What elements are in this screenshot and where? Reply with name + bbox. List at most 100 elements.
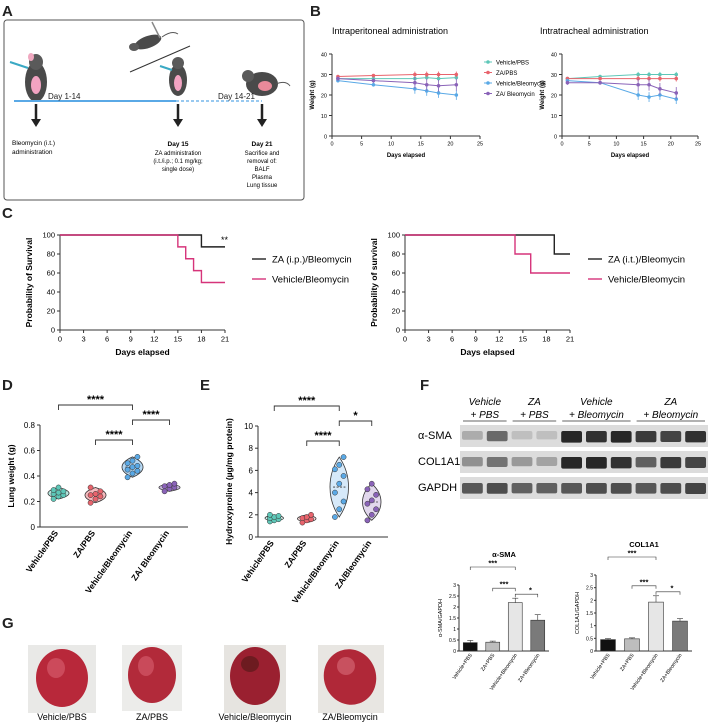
y-tick-label: 3 <box>453 583 456 589</box>
blot-strip <box>460 451 708 473</box>
panel-a-timeline: Day 1-14 Day 14-21 Day 15 Day 21 Bleomyc… <box>3 19 305 201</box>
y-tick-label: 10 <box>551 114 557 120</box>
x-tick-label: 9 <box>129 335 133 344</box>
blot-group-label: ZA <box>663 397 677 408</box>
note-sac-5: Lung tissue <box>247 183 278 189</box>
bar <box>600 639 616 652</box>
y-tick-label: 0 <box>590 649 593 655</box>
data-point <box>55 484 62 491</box>
mouse-icon-2 <box>129 21 179 51</box>
data-point <box>364 500 371 507</box>
data-point <box>373 506 379 513</box>
legend-b: Vehicle/PBS ZA/PBS Vehicle/Bleomycin ZA/ Bl… <box>484 60 545 98</box>
data-point <box>454 75 459 80</box>
data-point <box>97 488 104 495</box>
category-label: Vehicle+PBS <box>589 652 612 681</box>
y-tick-label: 60 <box>392 269 400 278</box>
data-point <box>60 488 67 495</box>
blot-band <box>660 457 682 469</box>
chart-title: Intraperitoneal administration <box>332 26 448 36</box>
data-point <box>565 80 570 85</box>
y-tick-label: 2 <box>590 598 593 604</box>
x-axis-label: Days elapsed <box>115 347 169 357</box>
y-tick-label: 2 <box>249 511 254 520</box>
significance-bracket <box>58 404 133 410</box>
data-point <box>332 489 338 496</box>
data-point <box>161 483 168 490</box>
data-point <box>364 486 371 493</box>
significance-label: **** <box>142 409 160 421</box>
note-za-1: ZA administration <box>155 151 201 157</box>
chart-b-intraperitoneal: Intraperitoneal administration 0 10 20 30 40 0… <box>310 26 483 159</box>
y-tick-label: 60 <box>47 269 55 278</box>
category-label: ZA+PBS <box>480 652 497 672</box>
blot-band <box>462 431 483 440</box>
y-tick-label: 40 <box>392 288 400 297</box>
y-axis-label: Hydroxyproline (µg/mg protein) <box>224 418 234 545</box>
y-tick-label: 30 <box>551 73 557 79</box>
panel-label-g: G <box>2 615 14 632</box>
note-sac-1: Sacrifice and <box>245 151 280 157</box>
y-tick-label: 0 <box>453 649 456 655</box>
x-tick-label: 6 <box>450 335 454 344</box>
y-tick-label: 10 <box>321 114 327 120</box>
y-tick-label: 20 <box>551 94 557 100</box>
data-point <box>129 457 136 464</box>
category-label: ZA+Bleomycin <box>517 653 541 684</box>
blot-band <box>685 431 706 443</box>
data-point <box>55 489 62 496</box>
note-bleo-2: administration <box>12 149 53 156</box>
blot-band <box>610 483 632 494</box>
x-tick-label: 10 <box>613 142 619 148</box>
significance-bracket <box>492 587 516 592</box>
blot-row-label: COL1A1 <box>418 456 460 468</box>
data-point <box>454 82 459 87</box>
y-axis-label: Lung weight (g) <box>6 444 16 507</box>
blot-band <box>511 431 533 440</box>
panel-g-lung-photos: Vehicle/PBS ZA/PBS Vehicle/Bleomycin ZA/… <box>28 645 384 722</box>
data-point <box>424 89 429 93</box>
chart-title: COL1A1 <box>629 540 659 549</box>
significance-label: *** <box>488 559 497 568</box>
data-point <box>50 496 57 502</box>
y-tick-label: 40 <box>551 53 557 59</box>
y-tick-label: 10 <box>244 422 253 431</box>
panel-label-c: C <box>2 205 13 222</box>
blot-group-label: Vehicle <box>580 397 613 408</box>
data-point <box>436 83 441 88</box>
significance-bracket <box>132 419 170 425</box>
y-tick-label: 0.5 <box>449 638 456 644</box>
category-label: Vehicle+Bleomycin <box>630 653 660 692</box>
y-tick-label: 1 <box>590 624 593 630</box>
data-point <box>373 491 379 498</box>
significance-mark: ** <box>221 235 229 245</box>
blot-band <box>536 483 558 494</box>
legend-label: Vehicle/Bleomycin <box>608 275 685 286</box>
data-point <box>658 87 662 91</box>
blot-band <box>536 431 558 440</box>
x-tick-label: 25 <box>695 142 701 148</box>
blot-band <box>660 431 682 442</box>
data-point <box>134 454 141 460</box>
x-tick-label: 0 <box>403 335 407 344</box>
data-point <box>368 480 375 487</box>
data-point <box>413 87 417 91</box>
blot-band <box>561 431 582 443</box>
data-point <box>674 72 679 77</box>
blot-band <box>536 457 558 466</box>
blot-row-label: α-SMA <box>418 430 453 442</box>
legend-label: Vehicle/Bleomycin <box>496 81 545 87</box>
bar <box>530 619 546 652</box>
data-point <box>658 72 662 77</box>
photo-caption-1: Vehicle/PBS <box>37 712 87 722</box>
data-point <box>647 95 651 99</box>
data-point <box>674 97 679 101</box>
significance-bracket <box>655 591 681 595</box>
series-line <box>567 74 677 80</box>
bar <box>648 601 664 652</box>
data-point <box>129 464 136 470</box>
panel-label-f: F <box>420 377 429 394</box>
y-axis-label: Probability of survival <box>369 238 379 327</box>
y-tick-label: 20 <box>392 307 400 316</box>
x-tick-label: 6 <box>105 335 109 344</box>
